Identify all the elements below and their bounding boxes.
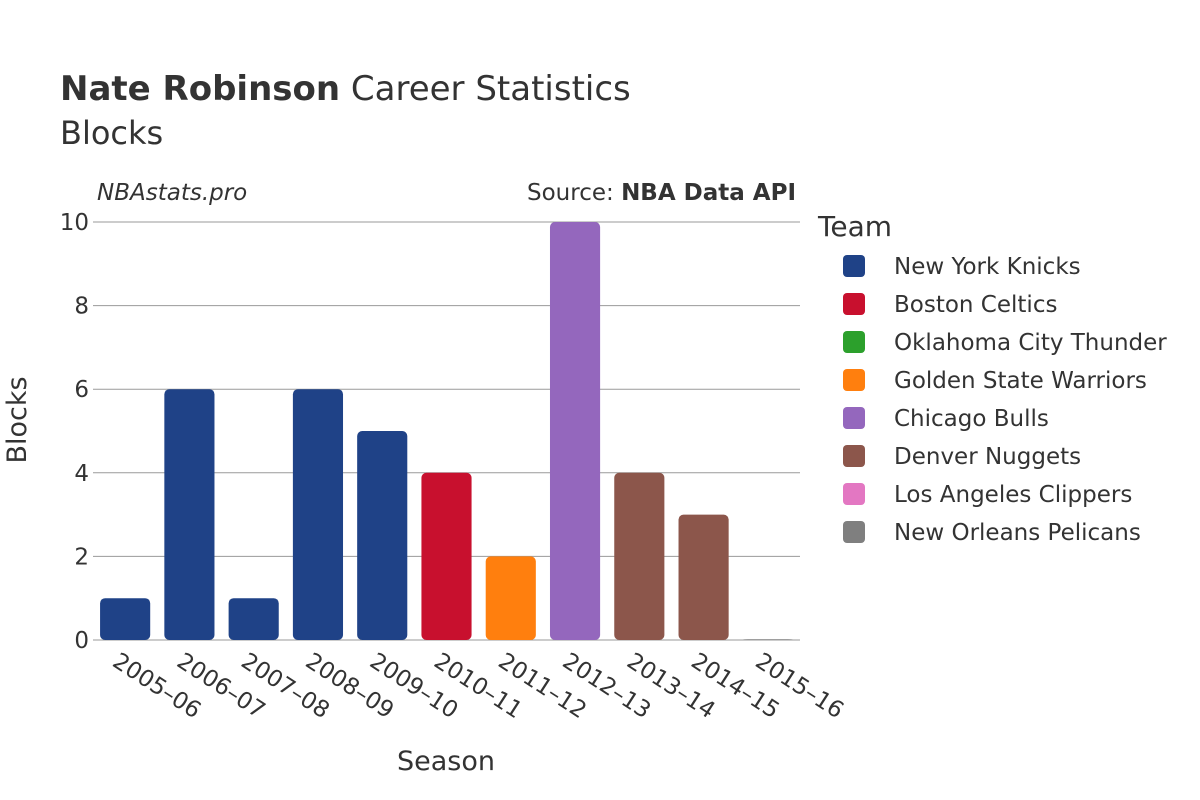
- legend-title: Team: [817, 210, 892, 243]
- legend-swatch: [843, 331, 865, 353]
- bar: [292, 389, 344, 640]
- chart-title: Nate Robinson Career Statistics: [60, 69, 631, 109]
- y-tick-label: 8: [74, 294, 89, 320]
- y-axis-ticks: 0 2 4 6 8 10: [60, 210, 89, 654]
- chart-title-player: Nate Robinson: [60, 69, 340, 109]
- bar: [357, 431, 408, 640]
- bar: [164, 389, 215, 640]
- y-axis-title: Blocks: [2, 376, 33, 463]
- legend-label: Los Angeles Clippers: [894, 482, 1132, 508]
- legend-swatch: [843, 369, 865, 391]
- site-credit: NBAstats.pro: [97, 180, 247, 206]
- source-name: NBA Data API: [621, 180, 796, 206]
- bar: [742, 639, 793, 640]
- legend-swatch: [843, 407, 865, 429]
- bar: [421, 472, 472, 640]
- chart-title-rest: Career Statistics: [340, 69, 631, 109]
- y-tick-label: 6: [74, 377, 89, 403]
- bar: [614, 472, 665, 640]
- legend-swatch: [843, 483, 865, 505]
- legend-label: Denver Nuggets: [894, 444, 1081, 470]
- y-tick-label: 0: [74, 628, 89, 654]
- y-tick-label: 4: [74, 461, 89, 487]
- bar: [100, 598, 151, 640]
- bars: [100, 222, 793, 640]
- y-tick-label: 10: [60, 210, 89, 236]
- source-label: Source:: [527, 180, 621, 206]
- legend-label: Oklahoma City Thunder: [894, 330, 1167, 356]
- bar: [549, 222, 601, 640]
- chart-subtitle: Blocks: [60, 114, 163, 152]
- legend-swatch: [843, 255, 865, 277]
- bar: [485, 556, 536, 640]
- bar: [678, 514, 729, 640]
- x-axis-ticks: 2005–062006–072007–082008–092009–102010–…: [108, 648, 848, 724]
- bar: [228, 598, 279, 640]
- legend-label: New York Knicks: [894, 254, 1081, 280]
- source-credit: Source: NBA Data API: [527, 180, 796, 206]
- legend-label: Golden State Warriors: [894, 368, 1147, 394]
- legend-label: Chicago Bulls: [894, 406, 1049, 432]
- legend-label: New Orleans Pelicans: [894, 520, 1141, 546]
- legend-swatch: [843, 445, 865, 467]
- legend-label: Boston Celtics: [894, 292, 1057, 318]
- legend-swatch: [843, 293, 865, 315]
- y-tick-label: 2: [74, 544, 89, 570]
- legend-swatch: [843, 521, 865, 543]
- x-axis-title: Season: [397, 746, 495, 777]
- legend: New York Knicks Boston Celtics Oklahoma Ci…: [843, 254, 1167, 546]
